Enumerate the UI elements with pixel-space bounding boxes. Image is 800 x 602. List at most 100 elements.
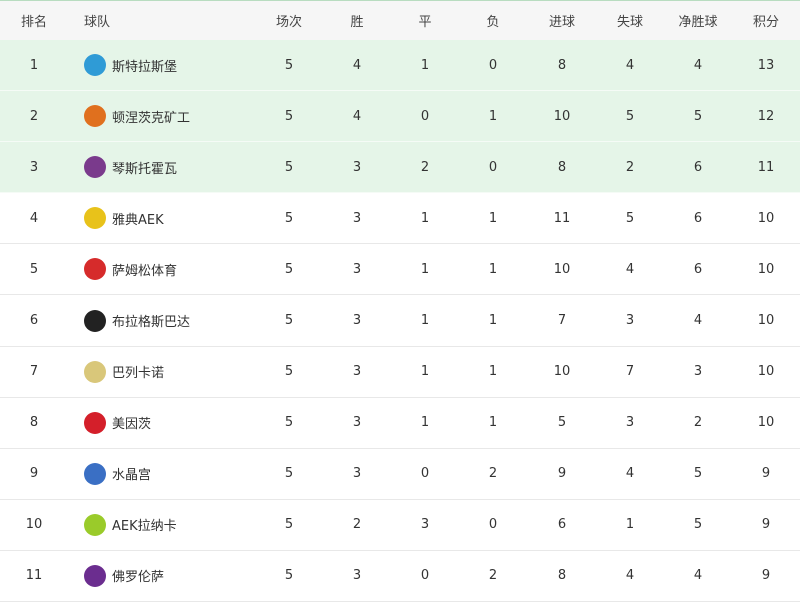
table-row[interactable]: 11 佛罗伦萨 5 3 0 2 8 4 4 9	[0, 551, 800, 602]
team-name[interactable]: 萨姆松体育	[112, 263, 178, 279]
header-goal-difference: 净胜球	[678, 15, 718, 30]
pts-value: 10	[757, 313, 775, 329]
played-value: 5	[284, 261, 294, 277]
lost-value: 2	[488, 568, 498, 584]
pts-value: 10	[757, 415, 775, 431]
pts-value: 12	[757, 108, 775, 124]
played-value: 5	[284, 57, 294, 73]
table-row[interactable]: 2 顿涅茨克矿工 5 4 0 1 10 5 5 12	[0, 91, 800, 143]
gf-value: 7	[557, 313, 567, 329]
samsunspor-logo-icon	[84, 258, 106, 281]
team-name[interactable]: 布拉格斯巴达	[112, 315, 191, 331]
played-value: 5	[284, 210, 294, 226]
drawn-value: 2	[420, 159, 430, 175]
lost-value: 1	[488, 108, 498, 124]
drawn-value: 1	[420, 415, 430, 431]
rank: 4	[29, 210, 39, 226]
gf-value: 6	[557, 517, 567, 533]
header-lost: 负	[486, 15, 500, 30]
team-cell[interactable]: 雅典AEK	[84, 193, 264, 243]
header-team: 球队	[84, 15, 111, 30]
drawn-value: 0	[420, 568, 430, 584]
table-row[interactable]: 9 水晶宫 5 3 0 2 9 4 5 9	[0, 449, 800, 500]
played-value: 5	[284, 466, 294, 482]
team-name[interactable]: 美因茨	[112, 417, 152, 433]
table-row[interactable]: 5 萨姆松体育 5 3 1 1 10 4 6 10	[0, 244, 800, 296]
ga-value: 4	[625, 568, 635, 584]
table-row[interactable]: 6 布拉格斯巴达 5 3 1 1 7 3 4 10	[0, 295, 800, 347]
header-rank: 排名	[20, 15, 47, 30]
played-value: 5	[284, 568, 294, 584]
ga-value: 2	[625, 159, 635, 175]
team-name[interactable]: 雅典AEK	[112, 212, 164, 228]
table-row[interactable]: 1 斯特拉斯堡 5 4 1 0 8 4 4 13	[0, 40, 800, 92]
ga-value: 4	[625, 261, 635, 277]
team-name[interactable]: 佛罗伦萨	[112, 570, 165, 586]
team-cell[interactable]: 顿涅茨克矿工	[84, 91, 264, 141]
aek-larnaca-logo-icon	[84, 513, 106, 536]
won-value: 4	[352, 57, 362, 73]
gd-value: 3	[693, 364, 703, 380]
team-cell[interactable]: 巴列卡诺	[84, 347, 264, 397]
pts-value: 9	[761, 466, 771, 482]
won-value: 3	[352, 159, 362, 175]
played-value: 5	[284, 159, 294, 175]
table-row[interactable]: 3 琴斯托霍瓦 5 3 2 0 8 2 6 11	[0, 142, 800, 194]
header-drawn: 平	[418, 15, 432, 30]
header-played: 场次	[275, 15, 302, 30]
won-value: 2	[352, 517, 362, 533]
gd-value: 4	[693, 57, 703, 73]
drawn-value: 0	[420, 466, 430, 482]
drawn-value: 1	[420, 261, 430, 277]
lost-value: 2	[488, 466, 498, 482]
team-name[interactable]: 斯特拉斯堡	[112, 59, 178, 75]
team-name[interactable]: 琴斯托霍瓦	[112, 161, 178, 177]
team-cell[interactable]: 布拉格斯巴达	[84, 295, 264, 345]
rank: 5	[29, 261, 39, 277]
played-value: 5	[284, 108, 294, 124]
gf-value: 11	[553, 210, 571, 226]
team-name[interactable]: 巴列卡诺	[112, 366, 165, 382]
header-goals-for: 进球	[548, 15, 575, 30]
strasbourg-logo-icon	[84, 54, 106, 77]
gd-value: 4	[693, 568, 703, 584]
pts-value: 10	[757, 210, 775, 226]
pts-value: 9	[761, 517, 771, 533]
table-row[interactable]: 4 雅典AEK 5 3 1 1 11 5 6 10	[0, 193, 800, 245]
played-value: 5	[284, 313, 294, 329]
gd-value: 5	[693, 517, 703, 533]
team-cell[interactable]: 美因茨	[84, 398, 264, 448]
drawn-value: 1	[420, 364, 430, 380]
team-cell[interactable]: 斯特拉斯堡	[84, 40, 264, 90]
team-cell[interactable]: 佛罗伦萨	[84, 551, 264, 601]
rank: 2	[29, 108, 39, 124]
gd-value: 5	[693, 108, 703, 124]
team-cell[interactable]: 萨姆松体育	[84, 244, 264, 294]
ga-value: 5	[625, 108, 635, 124]
team-name[interactable]: 水晶宫	[112, 468, 152, 484]
team-name[interactable]: AEK拉纳卡	[112, 519, 177, 535]
pts-value: 11	[757, 159, 775, 175]
team-cell[interactable]: AEK拉纳卡	[84, 500, 264, 550]
gd-value: 6	[693, 159, 703, 175]
pts-value: 13	[757, 57, 775, 73]
won-value: 3	[352, 364, 362, 380]
header-won: 胜	[350, 15, 364, 30]
ga-value: 5	[625, 210, 635, 226]
gd-value: 4	[693, 313, 703, 329]
table-row[interactable]: 8 美因茨 5 3 1 1 5 3 2 10	[0, 398, 800, 449]
drawn-value: 0	[420, 108, 430, 124]
ga-value: 7	[625, 364, 635, 380]
team-name[interactable]: 顿涅茨克矿工	[112, 110, 191, 126]
pts-value: 10	[757, 261, 775, 277]
rank: 11	[25, 568, 43, 584]
header-points: 积分	[752, 15, 779, 30]
won-value: 3	[352, 568, 362, 584]
team-cell[interactable]: 琴斯托霍瓦	[84, 142, 264, 192]
table-row[interactable]: 7 巴列卡诺 5 3 1 1 10 7 3 10	[0, 347, 800, 398]
team-cell[interactable]: 水晶宫	[84, 449, 264, 499]
played-value: 5	[284, 415, 294, 431]
table-row[interactable]: 10 AEK拉纳卡 5 2 3 0 6 1 5 9	[0, 500, 800, 551]
drawn-value: 1	[420, 57, 430, 73]
rakow-logo-icon	[84, 156, 106, 179]
